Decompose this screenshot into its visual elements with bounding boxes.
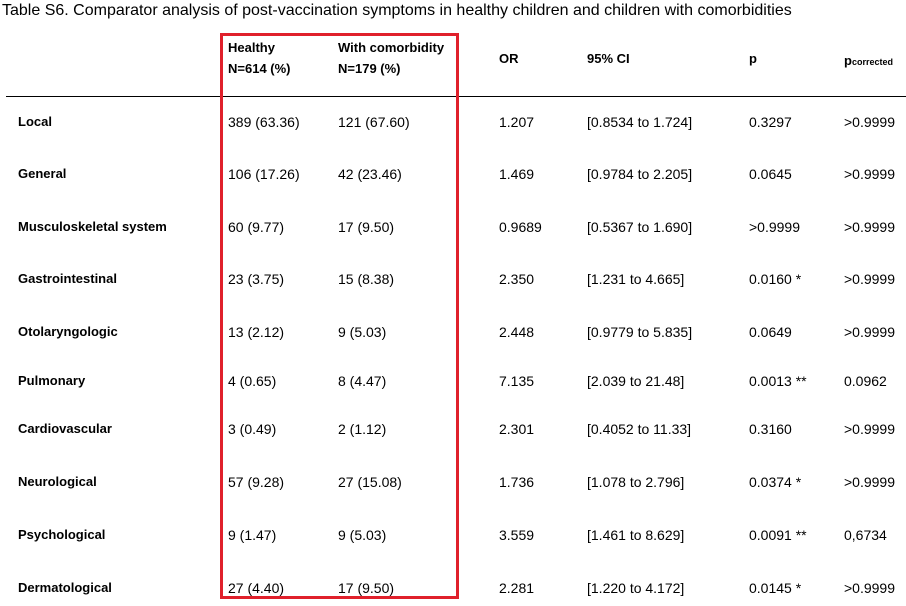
cell-ci: [1.461 to 8.629] xyxy=(587,527,685,543)
cell-p-corrected: >0.9999 xyxy=(844,324,895,340)
cell-healthy: 23 (3.75) xyxy=(228,271,285,287)
cell-comorbidity: 8 (4.47) xyxy=(338,373,387,389)
header-comorbidity: With comorbidity N=179 (%) xyxy=(338,40,444,76)
table-row: Neurological 57 (9.28) 27 (15.08) 1.736 … xyxy=(0,474,906,494)
table-row: Gastrointestinal 23 (3.75) 15 (8.38) 2.3… xyxy=(0,271,906,291)
caption-label: Table S6. xyxy=(2,2,69,19)
table-caption: Table S6. Comparator analysis of post-va… xyxy=(2,2,792,20)
cell-p: 0.0013 ** xyxy=(749,373,807,389)
table-row: Otolaryngologic 13 (2.12) 9 (5.03) 2.448… xyxy=(0,324,906,344)
cell-ci: [1.231 to 4.665] xyxy=(587,271,685,287)
cell-or: 1.736 xyxy=(499,474,535,490)
cell-p: 0.0649 xyxy=(749,324,792,340)
header-or: OR xyxy=(499,51,519,66)
table-row: Local 389 (63.36) 121 (67.60) 1.207 [0.8… xyxy=(0,114,906,134)
cell-p-corrected: >0.9999 xyxy=(844,474,895,490)
row-label: Psychological xyxy=(18,527,106,542)
table-row: Cardiovascular 3 (0.49) 2 (1.12) 2.301 [… xyxy=(0,421,906,441)
cell-ci: [2.039 to 21.48] xyxy=(587,373,685,389)
cell-healthy: 27 (4.40) xyxy=(228,580,285,596)
cell-p-corrected: >0.9999 xyxy=(844,421,895,437)
table-row: Musculoskeletal system 60 (9.77) 17 (9.5… xyxy=(0,219,906,239)
table-row: General 106 (17.26) 42 (23.46) 1.469 [0.… xyxy=(0,166,906,186)
row-label: Dermatological xyxy=(18,580,112,595)
header-comorbidity-line2: N=179 (%) xyxy=(338,61,401,76)
cell-comorbidity: 9 (5.03) xyxy=(338,527,387,543)
cell-p-corrected: >0.9999 xyxy=(844,166,895,182)
header-comorbidity-line1: With comorbidity xyxy=(338,40,445,55)
cell-comorbidity: 27 (15.08) xyxy=(338,474,402,490)
cell-p-corrected: 0.0962 xyxy=(844,373,887,389)
cell-or: 7.135 xyxy=(499,373,535,389)
cell-healthy: 3 (0.49) xyxy=(228,421,277,437)
cell-healthy: 9 (1.47) xyxy=(228,527,277,543)
cell-p-corrected: 0,6734 xyxy=(844,527,887,543)
cell-p: 0.3160 xyxy=(749,421,792,437)
cell-or: 1.469 xyxy=(499,166,535,182)
cell-comorbidity: 42 (23.46) xyxy=(338,166,402,182)
row-label: Local xyxy=(18,114,52,129)
cell-p: 0.0645 xyxy=(749,166,792,182)
cell-healthy: 4 (0.65) xyxy=(228,373,277,389)
cell-p-corrected: >0.9999 xyxy=(844,114,895,130)
header-p-corrected-sub: corrected xyxy=(851,57,893,67)
header-p: p xyxy=(749,51,757,66)
cell-p: 0.0091 ** xyxy=(749,527,807,543)
cell-p-corrected: >0.9999 xyxy=(844,219,895,235)
header-p-corrected: pcorrected xyxy=(844,53,893,68)
cell-p: 0.0374 * xyxy=(749,474,802,490)
cell-ci: [1.078 to 2.796] xyxy=(587,474,685,490)
cell-comorbidity: 2 (1.12) xyxy=(338,421,387,437)
cell-or: 1.207 xyxy=(499,114,535,130)
cell-ci: [1.220 to 4.172] xyxy=(587,580,685,596)
header-p-corrected-base: p xyxy=(844,53,852,68)
cell-or: 2.350 xyxy=(499,271,535,287)
row-label: Cardiovascular xyxy=(18,421,112,436)
cell-comorbidity: 121 (67.60) xyxy=(338,114,410,130)
cell-p-corrected: >0.9999 xyxy=(844,271,895,287)
table-header: Healthy N=614 (%) With comorbidity N=179… xyxy=(0,36,906,96)
cell-p: 0.0145 * xyxy=(749,580,802,596)
cell-healthy: 106 (17.26) xyxy=(228,166,300,182)
cell-healthy: 57 (9.28) xyxy=(228,474,285,490)
table-row: Pulmonary 4 (0.65) 8 (4.47) 7.135 [2.039… xyxy=(0,373,906,393)
header-divider xyxy=(6,96,906,97)
cell-healthy: 60 (9.77) xyxy=(228,219,285,235)
header-ci: 95% CI xyxy=(587,51,630,66)
header-healthy-line2: N=614 (%) xyxy=(228,61,291,76)
cell-comorbidity: 17 (9.50) xyxy=(338,580,395,596)
cell-or: 3.559 xyxy=(499,527,535,543)
header-healthy: Healthy N=614 (%) xyxy=(228,40,291,76)
table-row: Psychological 9 (1.47) 9 (5.03) 3.559 [1… xyxy=(0,527,906,547)
row-label: Gastrointestinal xyxy=(18,271,117,286)
cell-or: 2.448 xyxy=(499,324,535,340)
row-label: Neurological xyxy=(18,474,97,489)
cell-or: 2.281 xyxy=(499,580,535,596)
caption-text: Comparator analysis of post-vaccination … xyxy=(68,2,792,19)
row-label: Otolaryngologic xyxy=(18,324,118,339)
cell-p: 0.3297 xyxy=(749,114,792,130)
cell-or: 0.9689 xyxy=(499,219,542,235)
table-row: Dermatological 27 (4.40) 17 (9.50) 2.281… xyxy=(0,580,906,600)
cell-or: 2.301 xyxy=(499,421,535,437)
cell-ci: [0.8534 to 1.724] xyxy=(587,114,693,130)
row-label: Musculoskeletal system xyxy=(18,219,167,234)
header-healthy-line1: Healthy xyxy=(228,40,275,55)
cell-comorbidity: 17 (9.50) xyxy=(338,219,395,235)
cell-ci: [0.9784 to 2.205] xyxy=(587,166,693,182)
cell-ci: [0.4052 to 11.33] xyxy=(587,421,692,437)
cell-healthy: 389 (63.36) xyxy=(228,114,300,130)
cell-healthy: 13 (2.12) xyxy=(228,324,285,340)
cell-ci: [0.9779 to 5.835] xyxy=(587,324,693,340)
cell-ci: [0.5367 to 1.690] xyxy=(587,219,693,235)
row-label: General xyxy=(18,166,67,181)
cell-p: 0.0160 * xyxy=(749,271,802,287)
row-label: Pulmonary xyxy=(18,373,86,388)
cell-p: >0.9999 xyxy=(749,219,800,235)
cell-comorbidity: 9 (5.03) xyxy=(338,324,387,340)
cell-comorbidity: 15 (8.38) xyxy=(338,271,395,287)
cell-p-corrected: >0.9999 xyxy=(844,580,895,596)
